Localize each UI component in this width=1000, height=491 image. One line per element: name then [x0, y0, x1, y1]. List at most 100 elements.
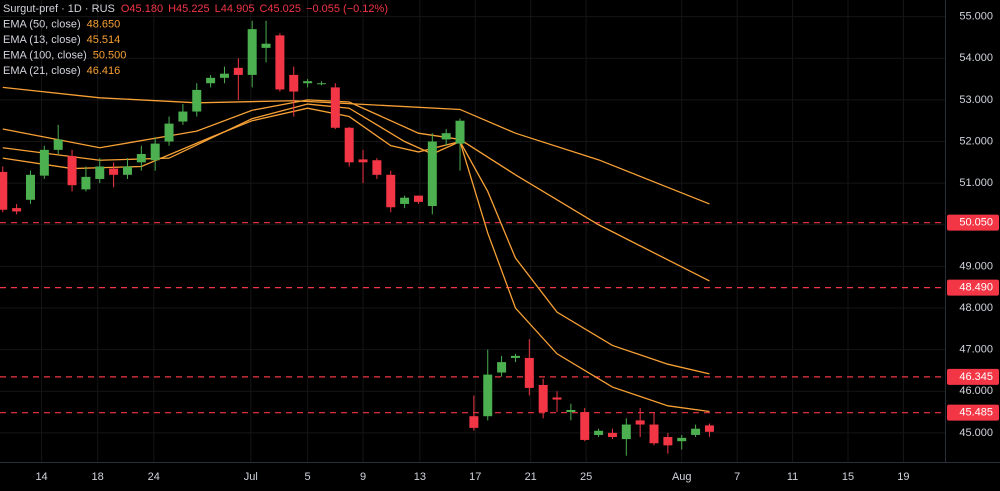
legend-value: 46.416	[87, 65, 121, 77]
x-tick-label: 9	[360, 471, 366, 483]
ohlc-value: −0.055 (−0.12%)	[306, 3, 388, 15]
x-tick-label: 7	[734, 471, 740, 483]
y-tick-label: 49.000	[959, 260, 993, 272]
ema-line	[2, 86, 710, 205]
candle-body	[67, 156, 77, 186]
candle-body	[677, 437, 687, 442]
y-tick-label: 52.000	[959, 135, 993, 147]
chart-title: Surgut-pref · 1D · RUS	[3, 3, 115, 15]
candle-body	[261, 43, 271, 48]
candle-body	[580, 412, 590, 440]
x-tick-label: 25	[580, 471, 592, 483]
plot-area	[0, 0, 945, 462]
y-tick-label: 47.000	[959, 344, 993, 356]
y-tick-label: 45.000	[959, 427, 993, 439]
candle-body	[316, 83, 326, 85]
candle-body	[427, 141, 437, 207]
candle-body	[400, 197, 410, 204]
level-label: 45.485	[959, 407, 993, 419]
legend-name: EMA (50, close)	[3, 18, 81, 30]
candle-body	[386, 174, 396, 208]
x-tick-label: 18	[92, 471, 104, 483]
candle-body	[275, 35, 285, 90]
candle-body	[704, 425, 714, 432]
level-label: 50.050	[959, 217, 993, 229]
level-label-box	[947, 279, 999, 296]
x-tick-label: Aug	[672, 471, 692, 483]
candle-body	[344, 127, 354, 163]
legend-name: EMA (13, close)	[3, 34, 81, 46]
candle-body	[510, 355, 520, 358]
candle-body	[122, 166, 132, 175]
x-tick-label: 11	[787, 471, 798, 483]
x-tick-label: 13	[414, 471, 426, 483]
x-tick-label: 14	[35, 471, 47, 483]
candle-body	[607, 432, 617, 438]
candle-body	[136, 154, 146, 163]
candle-body	[25, 174, 35, 200]
ohlc-value: L44.905	[215, 3, 255, 15]
candle-body	[303, 81, 313, 84]
candle-body	[150, 143, 160, 161]
candle-body	[455, 120, 465, 144]
candle-body	[0, 171, 8, 210]
candle-body	[566, 409, 576, 413]
ema-line	[2, 107, 710, 413]
candle-body	[164, 123, 174, 142]
ohlc-value: C45.025	[259, 3, 301, 15]
candle-body	[372, 160, 382, 175]
candle-body	[594, 430, 604, 435]
y-tick-label: 55.000	[959, 11, 993, 23]
candle-body	[663, 437, 673, 446]
legend-value: 45.514	[87, 34, 121, 46]
candle-body	[12, 208, 22, 212]
legend-value: 50.500	[93, 49, 127, 61]
x-tick-label: Jul	[244, 471, 258, 483]
legend-value: 48.650	[87, 18, 121, 30]
y-tick-label: 53.000	[959, 94, 993, 106]
candle-body	[524, 357, 534, 388]
legend-name: EMA (21, close)	[3, 65, 81, 77]
candle-body	[441, 133, 451, 140]
level-label: 46.345	[959, 371, 993, 383]
candle-body	[289, 74, 299, 92]
level-label-box	[947, 368, 999, 385]
y-tick-label: 48.000	[959, 302, 993, 314]
candle-body	[39, 149, 49, 176]
candle-body	[95, 166, 105, 179]
y-tick-label: 51.000	[959, 177, 993, 189]
y-tick-label: 46.000	[959, 385, 993, 397]
ema-line	[2, 99, 710, 282]
candle-body	[621, 424, 631, 440]
candle-body	[649, 424, 659, 444]
candle-body	[497, 362, 507, 373]
level-label-box	[947, 404, 999, 421]
candle-body	[469, 416, 479, 428]
ohlc-value: O45.180	[121, 3, 163, 15]
candle-body	[330, 87, 340, 128]
candle-body	[53, 139, 63, 150]
x-tick-label: 24	[148, 471, 160, 483]
candle-body	[81, 176, 91, 190]
legend-name: EMA (100, close)	[3, 49, 87, 61]
candle-body	[219, 73, 229, 78]
candle-body	[691, 428, 701, 435]
x-tick-label: 17	[469, 471, 481, 483]
candle-body	[192, 89, 202, 112]
candle-body	[206, 77, 216, 84]
candle-body	[538, 385, 548, 413]
candle-body	[247, 29, 257, 75]
candle-body	[233, 67, 243, 75]
candle-body	[413, 195, 423, 202]
x-tick-label: 19	[897, 471, 909, 483]
candle-body	[483, 374, 493, 417]
x-tick-label: 15	[842, 471, 854, 483]
candle-body	[178, 111, 188, 122]
level-label: 48.490	[959, 282, 993, 294]
candle-body	[358, 159, 368, 163]
candle-body	[552, 397, 562, 400]
ohlc-value: H45.225	[168, 3, 210, 15]
candle-body	[635, 420, 645, 425]
